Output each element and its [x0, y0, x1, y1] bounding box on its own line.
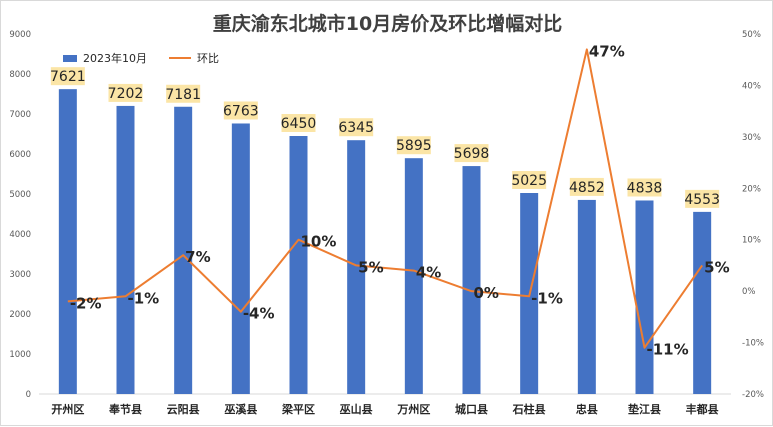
- category-label: 城口县: [455, 402, 488, 416]
- category-label: 垫江县: [628, 402, 661, 416]
- legend-swatch-line: [169, 57, 191, 59]
- y-left-tick-label: 3000: [9, 270, 31, 280]
- y-right-tick-label: 10%: [742, 236, 761, 246]
- category-label: 奉节县: [108, 402, 142, 416]
- y-left-tick-label: 6000: [9, 150, 31, 160]
- bar-value-label: 7181: [165, 87, 201, 103]
- y-left-tick-label: 5000: [9, 190, 31, 200]
- bar-label-background: [512, 171, 547, 189]
- y-right-tick-label: 30%: [742, 133, 761, 143]
- y-left-tick-label: 8000: [9, 70, 31, 80]
- bar-value-label: 5698: [454, 146, 490, 162]
- line-value-label: -1%: [128, 289, 160, 307]
- bar-label-background: [223, 101, 258, 120]
- legend-swatch-bar: [63, 54, 77, 62]
- category-label: 梁平区: [281, 402, 315, 416]
- bar-label-background: [50, 67, 85, 86]
- bar: [635, 200, 654, 394]
- line-value-label: -4%: [243, 305, 275, 323]
- chart-title: 重庆渝东北城市10月房价及环比增幅对比: [212, 13, 563, 35]
- category-label: 忠县: [576, 402, 598, 416]
- bar: [577, 199, 596, 394]
- bar-value-label: 7621: [50, 69, 86, 85]
- bar-value-label: 6763: [223, 103, 259, 119]
- y-left-tick-label: 1000: [9, 350, 31, 360]
- bar-label-background: [569, 177, 604, 196]
- y-left-tick-label: 4000: [9, 230, 31, 240]
- y-right-tick-label: -10%: [742, 339, 764, 349]
- category-label: 巫溪县: [224, 402, 257, 416]
- legend: 2023年10月 环比: [63, 50, 241, 66]
- bar-value-label: 4852: [569, 180, 605, 196]
- bar-label-background: [108, 83, 143, 102]
- line-value-label: -2%: [70, 294, 102, 312]
- line-value-label: -1%: [531, 289, 563, 307]
- line-value-label: 10%: [301, 233, 337, 251]
- bar-value-label: 7202: [108, 86, 144, 102]
- category-label: 开州区: [51, 403, 84, 416]
- bar-label-background: [685, 189, 720, 208]
- y-left-tick-label: 9000: [9, 30, 31, 40]
- category-label: 云阳县: [167, 402, 200, 416]
- category-label: 万州区: [396, 403, 430, 416]
- bar-value-label: 5025: [511, 173, 547, 189]
- y-right-tick-label: 0%: [742, 287, 756, 297]
- bar-value-label: 4838: [627, 180, 663, 196]
- bar: [116, 105, 135, 395]
- bar: [58, 89, 77, 394]
- category-label: 丰都县: [686, 402, 719, 416]
- line-value-label: 5%: [704, 258, 729, 276]
- line-value-label: 0%: [474, 284, 499, 302]
- bar-value-label: 6450: [281, 116, 317, 132]
- bar-label-background: [454, 144, 489, 163]
- legend-item-line: 环比: [169, 50, 219, 66]
- y-left-tick-label: 2000: [9, 310, 31, 320]
- y-left-tick-label: 0: [26, 390, 31, 400]
- line-value-label: 4%: [416, 264, 441, 282]
- bar-label-background: [627, 178, 662, 197]
- y-left-tick-label: 7000: [9, 110, 31, 120]
- series-line: [67, 48, 703, 349]
- legend-label-bar: 2023年10月: [83, 52, 147, 65]
- bar-value-label: 5895: [396, 138, 432, 154]
- bar: [289, 136, 308, 394]
- legend-label-line: 环比: [197, 52, 219, 65]
- bar: [231, 123, 250, 394]
- category-label: 巫山县: [340, 402, 373, 416]
- bar-label-background: [339, 118, 374, 137]
- bar: [462, 166, 481, 394]
- y-right-tick-label: 50%: [742, 30, 761, 40]
- line-value-label: 7%: [185, 248, 210, 266]
- bar-label-background: [396, 136, 431, 155]
- bar-label-background: [166, 84, 201, 103]
- bar-value-label: 6345: [338, 120, 374, 136]
- line-value-label: -11%: [647, 341, 689, 359]
- legend-item-bar: 2023年10月: [63, 50, 147, 66]
- y-right-tick-label: -20%: [742, 390, 764, 400]
- bar: [693, 211, 712, 394]
- bar-value-label: 4553: [684, 192, 720, 208]
- bar-label-background: [281, 114, 316, 132]
- y-right-tick-label: 20%: [742, 184, 761, 194]
- line-value-label: 47%: [589, 42, 625, 60]
- bar: [404, 158, 423, 394]
- bar: [174, 106, 193, 394]
- y-right-tick-label: 40%: [742, 81, 761, 91]
- bar: [347, 140, 366, 394]
- category-label: 石柱县: [512, 402, 546, 416]
- line-value-label: 5%: [358, 258, 383, 276]
